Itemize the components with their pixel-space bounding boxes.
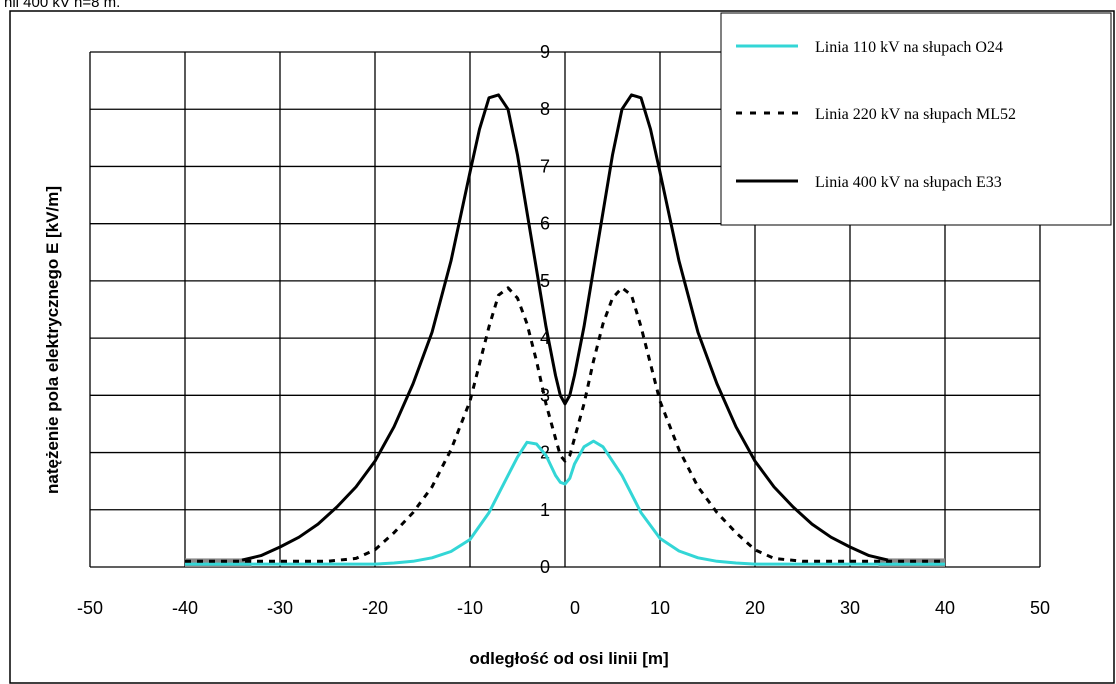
y-tick-label: 1 [540, 500, 550, 520]
x-tick-label: -30 [267, 598, 293, 618]
x-axis-label: odległość od osi linii [m] [469, 649, 668, 668]
y-tick-label: 6 [540, 214, 550, 234]
y-tick-label: 7 [540, 156, 550, 176]
y-tick-label: 8 [540, 99, 550, 119]
x-tick-label: 10 [650, 598, 670, 618]
x-tick-label: -50 [77, 598, 103, 618]
x-tick-label: -10 [457, 598, 483, 618]
x-tick-label: -20 [362, 598, 388, 618]
x-tick-label: 30 [840, 598, 860, 618]
legend-label-0: Linia 110 kV na słupach O24 [815, 39, 1003, 56]
legend-label-2: Linia 400 kV na słupach E33 [815, 174, 1002, 191]
y-tick-label: 0 [540, 557, 550, 577]
x-tick-label: 40 [935, 598, 955, 618]
x-tick-label: -40 [172, 598, 198, 618]
y-axis-label: natężenie pola elektrycznego E [kV/m] [43, 186, 62, 494]
legend-label-1: Linia 220 kV na słupach ML52 [815, 106, 1016, 123]
y-tick-label: 5 [540, 271, 550, 291]
x-tick-label: 50 [1030, 598, 1050, 618]
x-tick-labels: -50 -40 -30 -20 -10 0 10 20 30 40 50 [77, 598, 1050, 618]
y-tick-label: 9 [540, 42, 550, 62]
x-tick-label: 20 [745, 598, 765, 618]
legend: Linia 110 kV na słupach O24 Linia 220 kV … [721, 13, 1111, 225]
x-tick-label: 0 [570, 598, 580, 618]
